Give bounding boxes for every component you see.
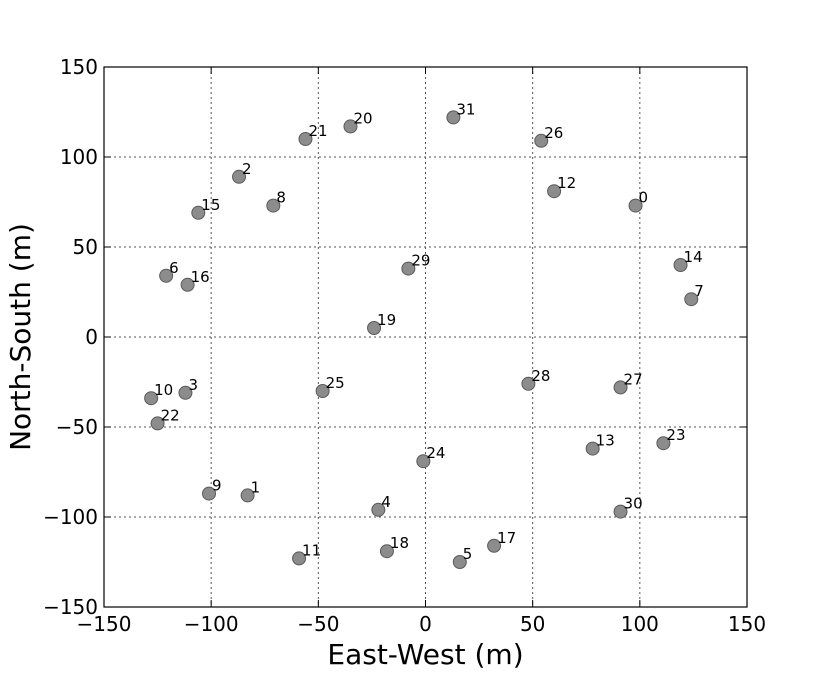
data-point	[232, 169, 247, 184]
data-point-label: 21	[308, 122, 327, 140]
data-point	[534, 133, 549, 148]
x-tick-label: 0	[419, 612, 432, 636]
data-point-label: 9	[212, 477, 222, 495]
data-point	[452, 555, 467, 569]
data-point	[521, 376, 536, 391]
data-point	[191, 205, 206, 220]
data-point	[159, 268, 174, 283]
data-point	[315, 384, 330, 398]
data-point	[298, 132, 313, 146]
y-tick-label: 0	[85, 325, 98, 349]
data-point	[371, 502, 386, 517]
x-tick-label: 100	[621, 612, 659, 636]
data-point-label: 1	[251, 478, 261, 496]
y-tick-label: −50	[56, 415, 98, 439]
data-point	[684, 292, 699, 307]
data-point	[180, 277, 195, 292]
data-point-label: 30	[624, 495, 643, 513]
data-point	[416, 454, 431, 469]
data-point-label: 10	[154, 381, 173, 399]
data-point	[487, 538, 502, 553]
data-point-label: 18	[390, 534, 409, 552]
data-point-label: 6	[169, 259, 179, 277]
data-point	[656, 436, 671, 451]
data-point-label: 12	[557, 174, 576, 192]
data-point-label: 20	[353, 109, 372, 127]
data-point-label: 8	[276, 189, 286, 207]
data-point	[178, 385, 193, 400]
data-point-label: 25	[326, 374, 345, 392]
data-point-label: 4	[381, 493, 391, 511]
data-point	[379, 544, 394, 559]
data-point	[343, 119, 358, 134]
data-points: 0123456789101112131415161718192021222324…	[144, 100, 704, 569]
data-point-label: 5	[463, 545, 473, 563]
y-axis-title: North-South (m)	[4, 223, 37, 451]
data-point	[547, 184, 562, 199]
data-point-label: 23	[666, 426, 685, 444]
data-point	[446, 110, 461, 125]
data-point-label: 31	[456, 100, 475, 118]
data-point	[144, 391, 159, 406]
grid	[104, 67, 747, 607]
data-point-label: 19	[377, 311, 396, 329]
data-point-label: 26	[544, 124, 563, 142]
data-point-label: 29	[411, 252, 430, 270]
data-point	[240, 488, 255, 503]
y-tick-label: −100	[43, 505, 98, 529]
data-point	[150, 416, 165, 431]
x-tick-label: −150	[77, 612, 132, 636]
x-tick-label: 50	[520, 612, 545, 636]
data-point	[628, 198, 643, 213]
x-tick-label: 150	[728, 612, 766, 636]
data-point	[202, 486, 217, 501]
data-point-label: 27	[624, 370, 643, 388]
data-point	[613, 504, 628, 519]
data-point	[367, 321, 382, 335]
data-point	[673, 258, 688, 272]
y-tick-label: −150	[43, 595, 98, 619]
x-tick-label: −100	[184, 612, 239, 636]
data-point	[401, 261, 416, 276]
data-point-label: 11	[302, 541, 321, 559]
data-point-label: 7	[694, 282, 704, 300]
data-point-label: 24	[426, 444, 445, 462]
data-point-label: 0	[639, 189, 649, 207]
y-tick-label: 50	[73, 235, 98, 259]
y-tick-label: 150	[60, 55, 98, 79]
data-point	[613, 380, 628, 395]
data-point-label: 14	[684, 248, 703, 266]
data-point-label: 17	[497, 529, 516, 547]
data-point-label: 13	[596, 432, 615, 450]
data-point	[585, 441, 600, 456]
x-tick-label: −50	[297, 612, 339, 636]
data-point-label: 2	[242, 160, 252, 178]
data-point	[266, 198, 281, 213]
x-axis-title: East-West (m)	[327, 638, 523, 671]
data-point-label: 3	[188, 376, 198, 394]
data-point-label: 16	[191, 268, 210, 286]
data-point	[292, 551, 307, 566]
data-point-label: 22	[161, 406, 180, 424]
data-point-label: 28	[531, 367, 550, 385]
y-tick-label: 100	[60, 145, 98, 169]
data-point-label: 15	[201, 196, 220, 214]
